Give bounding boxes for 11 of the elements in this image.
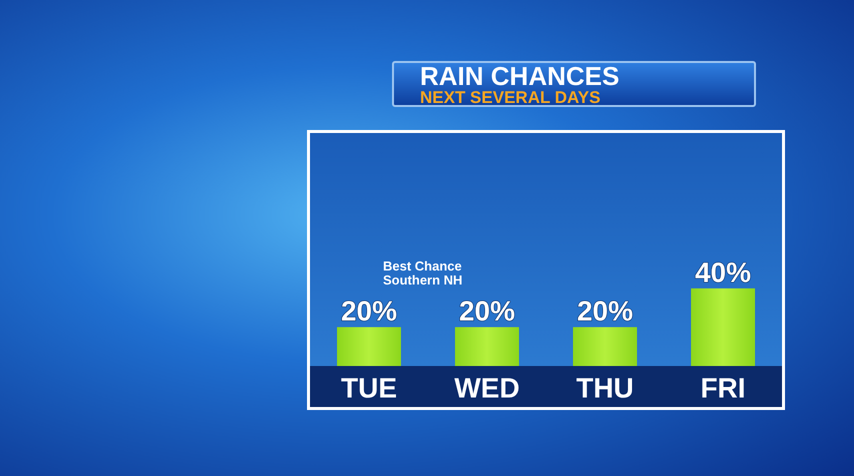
text: Best Chance Southern NH — [383, 258, 462, 288]
data-label: 20% — [340, 296, 398, 327]
data-label: 40% — [694, 256, 752, 288]
x-tick-label: TUE — [341, 372, 397, 404]
data-label: 20% — [576, 296, 634, 327]
data-label: 20% — [458, 296, 516, 327]
chart-subtitle: NEXT SEVERAL DAYS — [420, 88, 600, 107]
x-tick-label: WED — [454, 372, 520, 404]
x-tick-label: FRI — [700, 372, 746, 404]
x-tick-label: THU — [576, 372, 634, 404]
chart-title: RAIN CHANCES — [420, 61, 620, 91]
